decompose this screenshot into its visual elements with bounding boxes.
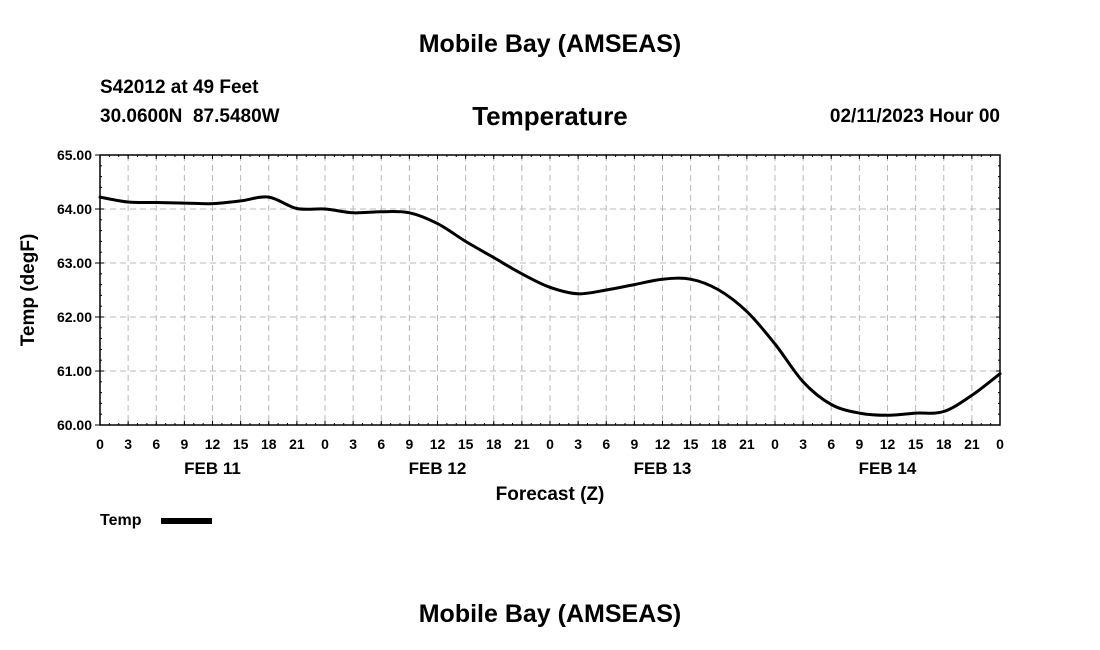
x-tick-label: 0 <box>96 436 104 452</box>
y-tick-label: 65.00 <box>57 147 92 163</box>
x-tick-label: 6 <box>602 436 610 452</box>
legend-label: Temp <box>100 512 142 529</box>
page-title-repeat: Mobile Bay (AMSEAS) <box>418 600 682 628</box>
x-tick-label: 21 <box>739 436 755 452</box>
x-tick-label: 15 <box>458 436 474 452</box>
x-tick-label: 12 <box>655 436 671 452</box>
x-tick-label: 3 <box>799 436 807 452</box>
chart-title: Temperature <box>472 101 628 131</box>
y-tick-label: 61.00 <box>57 363 92 379</box>
day-label: FEB 14 <box>859 459 917 478</box>
temp-series-line <box>98 195 1002 417</box>
y-tick-label: 63.00 <box>57 255 92 271</box>
y-tick-label: 62.00 <box>57 309 92 325</box>
x-tick-label: 6 <box>152 436 160 452</box>
axis-ticks <box>95 154 1001 426</box>
x-tick-label: 9 <box>855 436 863 452</box>
x-tick-label: 12 <box>430 436 446 452</box>
forecast-date: 02/11/2023 Hour 00 <box>829 106 1000 127</box>
x-tick-label: 0 <box>771 436 779 452</box>
x-tick-label: 15 <box>683 436 699 452</box>
page-title: Mobile Bay (AMSEAS) <box>418 30 682 58</box>
x-tick-label: 3 <box>124 436 132 452</box>
y-tick-label: 64.00 <box>57 201 92 217</box>
y-axis-label: Temp (degF) <box>18 234 39 347</box>
x-tick-label: 6 <box>377 436 385 452</box>
x-tick-label: 12 <box>880 436 896 452</box>
x-tick-label: 15 <box>908 436 924 452</box>
x-tick-label: 3 <box>349 436 357 452</box>
day-label: FEB 13 <box>634 459 692 478</box>
day-label: FEB 12 <box>409 459 467 478</box>
x-tick-label: 21 <box>289 436 305 452</box>
x-tick-label: 0 <box>996 436 1004 452</box>
x-tick-label: 21 <box>964 436 980 452</box>
x-tick-label: 18 <box>486 436 502 452</box>
axis-tick-labels: 0 3 6 9 12 15 18 21 0 3 6 9 12 15 18 21 0 3 6 9 12 15 18 21 0 3 6 9… <box>57 147 1004 478</box>
x-tick-label: 6 <box>827 436 835 452</box>
x-tick-label: 0 <box>546 436 554 452</box>
x-tick-label: 9 <box>180 436 188 452</box>
chart-grid <box>100 155 1000 425</box>
station-label: S42012 at 49 Feet <box>100 77 259 98</box>
x-tick-label: 18 <box>711 436 727 452</box>
x-tick-label: 18 <box>936 436 952 452</box>
day-label: FEB 11 <box>184 459 241 478</box>
station-coordinates: 30.0600N 87.5480W <box>100 106 280 127</box>
x-tick-label: 0 <box>321 436 329 452</box>
x-tick-label: 3 <box>574 436 582 452</box>
y-tick-label: 60.00 <box>57 417 92 433</box>
x-tick-label: 9 <box>630 436 638 452</box>
x-tick-label: 18 <box>261 436 277 452</box>
x-tick-label: 12 <box>205 436 221 452</box>
x-tick-label: 15 <box>233 436 249 452</box>
x-tick-label: 9 <box>405 436 413 452</box>
x-tick-label: 21 <box>514 436 530 452</box>
x-axis-label: Forecast (Z) <box>496 484 605 505</box>
